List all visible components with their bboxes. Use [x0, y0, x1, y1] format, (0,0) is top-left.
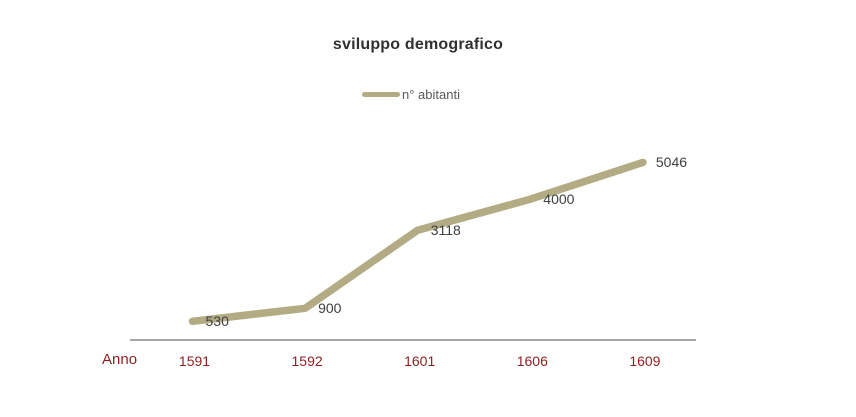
x-axis-line	[130, 339, 696, 341]
x-axis-title: Anno	[102, 351, 138, 368]
x-tick-label: 1609	[629, 353, 661, 369]
x-tick-label: 1606	[516, 353, 548, 369]
legend-series-label: n° abitanti	[402, 86, 460, 102]
x-tick-label: 1592	[291, 353, 323, 369]
legend: n° abitanti	[362, 86, 460, 102]
data-label-1606: 4000	[543, 191, 575, 208]
data-label-1609: 5046	[655, 154, 688, 171]
x-tick-label: 1591	[178, 353, 211, 369]
data-label-1601: 3118	[430, 222, 461, 239]
chart-title: sviluppo demografico	[332, 36, 504, 53]
series-line	[188, 158, 647, 326]
x-tick-label: 1601	[404, 353, 436, 369]
data-label-1591: 530	[205, 313, 229, 330]
legend-line-swatch-icon	[362, 91, 400, 97]
data-label-1592: 900	[318, 300, 342, 317]
